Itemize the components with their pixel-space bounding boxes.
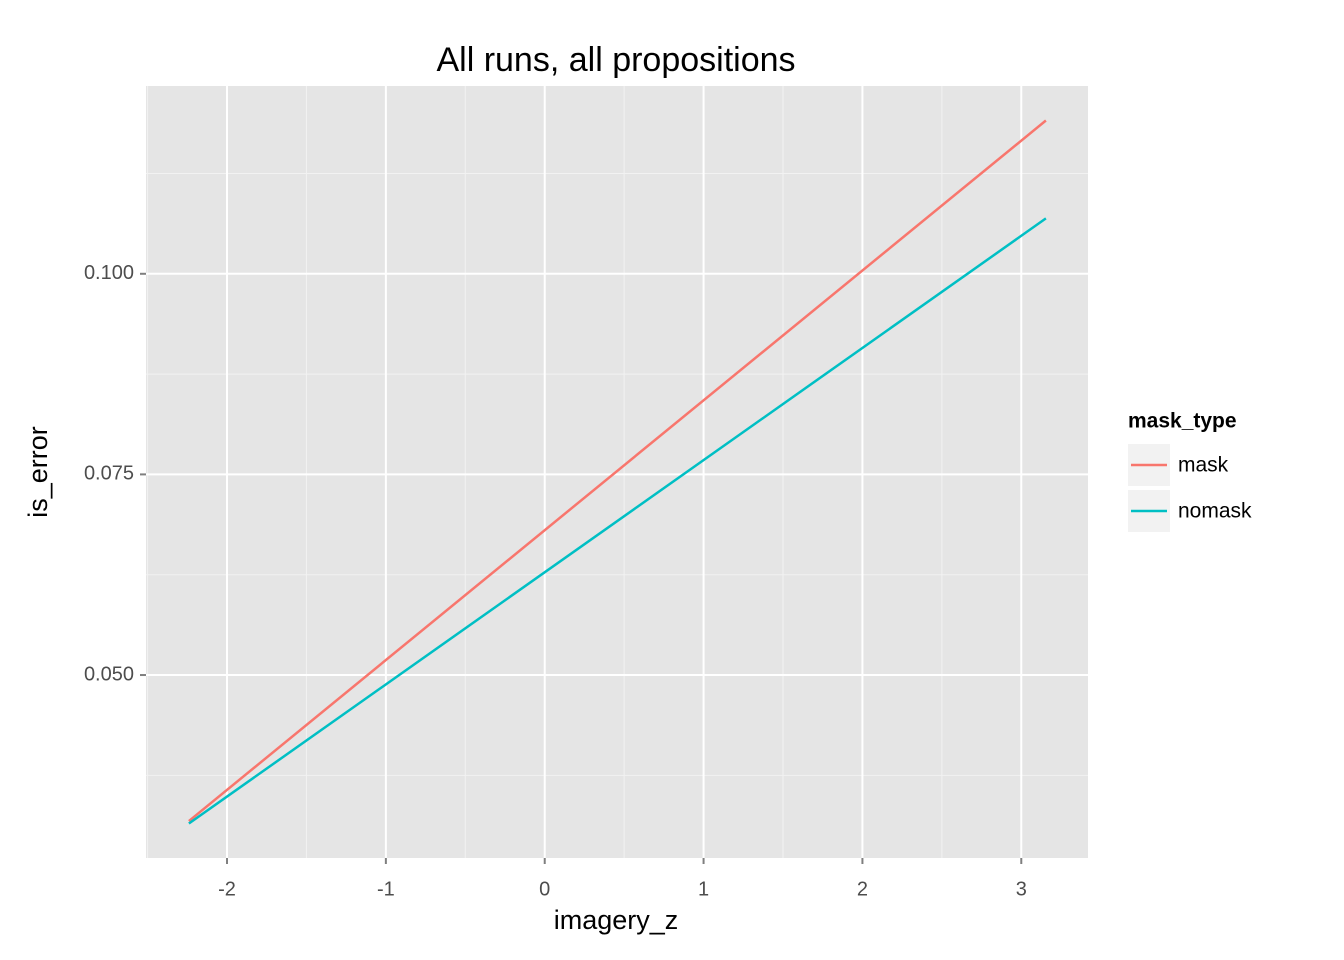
y-axis-title: is_error <box>23 426 53 518</box>
line <box>188 217 1047 825</box>
x-tick-label: -1 <box>377 878 395 900</box>
x-tick-label: -2 <box>218 878 236 900</box>
y-tick-label: 0.050 <box>84 663 134 685</box>
x-tick-label: 0 <box>539 878 550 900</box>
line <box>188 119 1047 823</box>
y-tick-label: 0.075 <box>84 463 134 485</box>
legend-label: nomask <box>1178 500 1252 523</box>
x-axis-title: imagery_z <box>554 905 679 935</box>
x-tick-label: 3 <box>1016 878 1027 900</box>
x-tick-label: 2 <box>857 878 868 900</box>
legend-title: mask_type <box>1128 410 1237 433</box>
chart-title: All runs, all propositions <box>436 41 795 79</box>
x-tick-label: 1 <box>698 878 709 900</box>
y-tick-label: 0.100 <box>84 262 134 284</box>
legend-label: mask <box>1178 454 1229 477</box>
